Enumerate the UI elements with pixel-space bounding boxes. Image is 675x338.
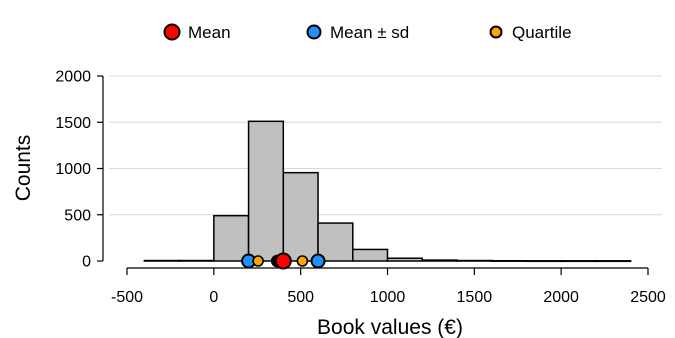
histogram-bar — [282, 171, 319, 262]
histogram-bar — [352, 248, 389, 262]
histogram-bar — [143, 259, 180, 262]
y-tick-label: 1000 — [55, 161, 91, 178]
histogram-bar — [595, 260, 632, 263]
y-tick-label: 2000 — [55, 69, 91, 86]
histogram-bar — [560, 260, 597, 263]
sd-marker — [310, 253, 326, 269]
x-tick-label: 500 — [287, 289, 314, 306]
y-tick-label: 500 — [64, 207, 91, 224]
histogram-bar — [178, 259, 215, 262]
x-tick-label: -500 — [111, 289, 143, 306]
legend-item-mean: Mean — [163, 23, 231, 42]
legend-swatch — [306, 24, 322, 40]
legend-swatch — [163, 23, 181, 41]
x-tick-label: 2500 — [630, 289, 666, 306]
x-tick-label: 1000 — [370, 289, 406, 306]
legend-item-sd: Mean ± sd — [306, 23, 409, 42]
x-axis-title: Book values (€) — [317, 316, 463, 338]
legend-label: Quartile — [512, 23, 572, 42]
summary-markers — [241, 252, 326, 270]
histogram-bar — [490, 259, 528, 262]
legend-swatch — [489, 25, 503, 39]
y-tick-label: 0 — [82, 254, 91, 271]
axes: 0 500 1000 1500 2000 -500 0 500 1000 1500 2000 2500 — [55, 69, 665, 307]
quartile-marker — [252, 255, 264, 267]
histogram-bar — [317, 222, 354, 262]
legend-item-quartile: Quartile — [489, 23, 572, 42]
histogram-bar — [525, 260, 562, 263]
y-axis-title: Counts — [12, 135, 35, 202]
histogram-bar — [213, 214, 250, 262]
histogram-bars — [143, 120, 632, 263]
histogram-bar — [456, 259, 493, 262]
x-tick-label: 0 — [209, 289, 218, 306]
grid-lines — [109, 75, 662, 216]
x-tick-label: 1500 — [457, 289, 493, 306]
mean-marker — [274, 252, 292, 270]
histogram-bar — [386, 257, 423, 262]
x-tick-label: 2000 — [543, 289, 579, 306]
legend-label: Mean ± sd — [330, 23, 409, 42]
y-tick-label: 1500 — [55, 115, 91, 132]
legend: Mean Mean ± sd Quartile — [163, 23, 572, 42]
quartile-marker — [296, 255, 309, 267]
histogram-bar — [421, 259, 458, 262]
legend-label: Mean — [188, 23, 231, 42]
histogram-bar — [247, 120, 285, 262]
